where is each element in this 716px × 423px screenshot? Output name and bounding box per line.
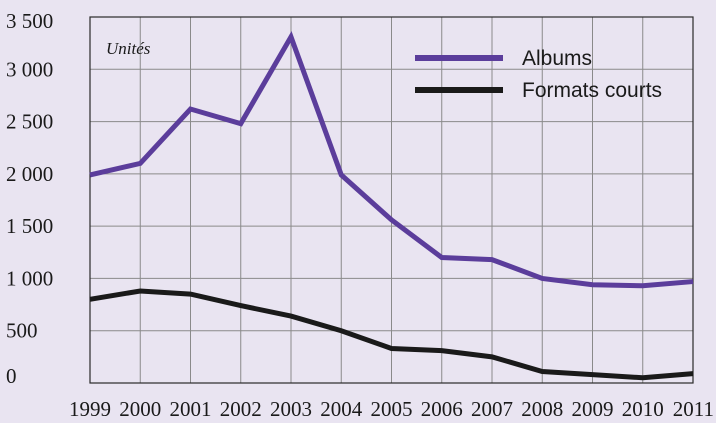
x-tick-label: 2011	[673, 397, 714, 421]
series-line-albums	[89, 30, 694, 289]
y-tick-label: 1 500	[6, 214, 53, 238]
x-tick-label: 2006	[421, 397, 463, 421]
y-tick-label: 2 000	[6, 162, 53, 186]
x-tick-label: 2003	[270, 397, 312, 421]
y-axis: 0 500 1 000 1 500 2 000 2 500 3 000 3 500	[6, 9, 53, 388]
unit-label: Unités	[106, 39, 151, 58]
x-tick-label: 2009	[572, 397, 614, 421]
legend-label: Albums	[522, 47, 592, 70]
x-tick-label: 2010	[622, 397, 664, 421]
legend-label: Formats courts	[522, 79, 662, 102]
y-tick-label: 3 000	[6, 57, 53, 81]
x-tick-label: 2002	[220, 397, 262, 421]
y-tick-label: 2 500	[6, 110, 53, 134]
series-lines	[89, 30, 694, 381]
x-tick-label: 2005	[371, 397, 413, 421]
series-line-formats-courts	[89, 288, 694, 381]
x-tick-label: 2000	[119, 397, 161, 421]
x-tick-label: 2001	[170, 397, 212, 421]
x-tick-label: 1999	[69, 397, 111, 421]
y-tick-label: 3 500	[6, 9, 53, 33]
y-tick-label: 0	[6, 364, 17, 388]
y-tick-label: 500	[6, 319, 38, 343]
y-tick-label: 1 000	[6, 266, 53, 290]
legend: Albums Formats courts	[415, 47, 662, 102]
x-tick-label: 2004	[320, 397, 363, 421]
x-tick-label: 2007	[471, 397, 513, 421]
x-axis: 1999 2000 2001 2002 2003 2004 2005 2006 2007 2008…	[69, 397, 714, 421]
x-tick-label: 2008	[521, 397, 563, 421]
grid-lines	[90, 17, 693, 383]
plot-frame	[89, 16, 694, 384]
